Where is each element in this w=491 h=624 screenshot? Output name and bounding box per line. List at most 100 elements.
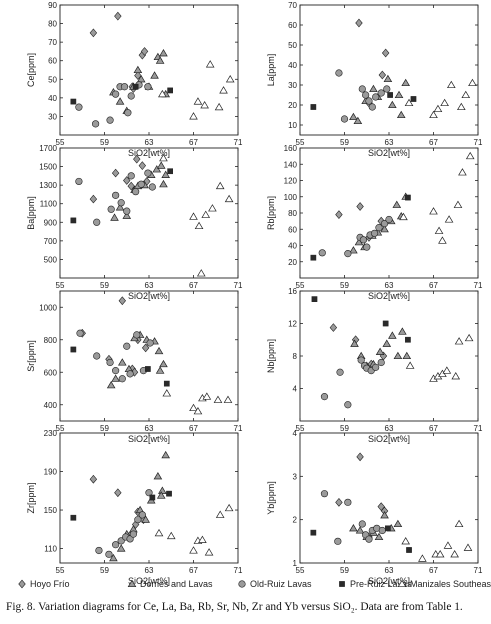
data-point <box>454 337 464 345</box>
x-tick-label: 59 <box>340 281 349 290</box>
y-tick-label: 1700 <box>39 144 57 153</box>
data-point <box>406 547 412 553</box>
data-point <box>105 550 113 558</box>
data-point <box>76 329 84 337</box>
data-point <box>320 490 329 498</box>
series-circle <box>76 329 154 383</box>
data-point <box>166 490 172 497</box>
y-tick-label: 800 <box>44 336 58 345</box>
data-point <box>129 530 138 538</box>
data-point <box>112 191 120 199</box>
x-tick-label: 55 <box>56 281 65 290</box>
data-point <box>116 544 126 552</box>
data-point <box>106 116 114 124</box>
x-tick-label: 71 <box>234 281 243 290</box>
data-point <box>434 226 444 234</box>
y-tick-label: 110 <box>44 545 57 554</box>
data-point <box>340 115 349 123</box>
data-point <box>194 221 204 230</box>
data-point <box>93 218 101 226</box>
data-point <box>370 229 379 237</box>
data-point <box>159 359 168 368</box>
data-point <box>208 204 217 212</box>
x-tick-label: 71 <box>474 281 483 290</box>
data-point <box>140 47 149 56</box>
x-tick-label: 59 <box>100 138 109 147</box>
data-point <box>349 246 358 254</box>
y-tick-label: 16 <box>288 287 297 296</box>
legend-label: Pre-Ruiz Lavas <box>350 579 412 589</box>
data-point <box>381 48 390 58</box>
data-point <box>118 296 126 306</box>
y-tick-label: 90 <box>48 1 57 10</box>
y-tick-label: 4 <box>293 385 298 394</box>
panel-la: 55 59 63 67 71 10 20 30 40 50 60 70 SiO2[wt%] La[ppm] <box>266 1 483 158</box>
y-tick-label: 1300 <box>39 181 57 190</box>
data-point <box>377 358 385 367</box>
data-point <box>154 346 164 355</box>
data-point <box>444 215 454 223</box>
data-point <box>380 224 389 233</box>
series-diamond <box>89 474 148 539</box>
legend-marker <box>238 580 246 588</box>
data-point <box>310 529 317 536</box>
data-point <box>154 528 164 537</box>
data-point <box>344 498 352 506</box>
panel-nb: 55 59 63 67 71 4 8 12 16 SiO2[wt%] Nb[ppm] <box>266 287 483 444</box>
x-tick-label: 67 <box>189 281 198 290</box>
data-point <box>70 98 77 105</box>
panel-ba: 55 59 63 67 71 500 700 900 1100 1300 1500 1700 SiO2[… <box>26 144 243 301</box>
data-point <box>110 213 119 221</box>
x-tick-label: 55 <box>296 566 305 575</box>
x-tick-label: 59 <box>340 566 349 575</box>
data-point <box>123 176 131 185</box>
x-tick-label: 71 <box>474 566 483 575</box>
data-point <box>380 219 389 228</box>
legend-marker <box>339 581 345 587</box>
panel-rb: 55 59 63 67 71 20 40 60 80 100 120 140 160 SiO2[wt%] R… <box>266 144 483 301</box>
legend-item: Domes and Lavas <box>127 579 213 589</box>
data-point <box>223 395 233 403</box>
legend: Hoyo Frío Domes and Lavas Old-Ruiz Lavas Pr… <box>18 579 491 589</box>
data-point <box>214 102 224 111</box>
data-point <box>117 358 127 366</box>
data-point <box>122 211 132 219</box>
x-axis-label: SiO2[wt%] <box>368 576 410 586</box>
data-point <box>435 550 445 558</box>
data-point <box>355 18 363 28</box>
y-tick-label: 1000 <box>39 303 57 312</box>
data-point <box>398 327 407 335</box>
legend-item: Manizales Southeast <box>397 579 491 589</box>
x-tick-label: 59 <box>340 424 349 433</box>
y-tick-label: 12 <box>288 320 297 329</box>
y-tick-label: 40 <box>288 242 297 251</box>
data-point <box>378 526 386 535</box>
data-point <box>399 212 408 221</box>
data-point <box>356 202 364 211</box>
series-circle <box>320 490 386 545</box>
series-open-triangle <box>159 153 234 277</box>
data-point <box>141 343 150 353</box>
y-tick-label: 160 <box>284 144 298 153</box>
data-point <box>215 181 225 190</box>
series-square <box>70 346 170 387</box>
data-point <box>106 358 114 367</box>
y-axis-label: Zr[ppm] <box>26 482 36 513</box>
legend-item: Hoyo Frío <box>18 579 70 589</box>
series-circle <box>75 169 156 226</box>
data-point <box>310 254 317 261</box>
legend-item: Pre-Ruiz Lavas <box>339 579 412 589</box>
data-point <box>89 28 98 38</box>
data-point <box>196 269 206 277</box>
data-point <box>159 153 168 162</box>
x-axis-label: SiO2[wt%] <box>128 576 170 586</box>
y-tick-label: 80 <box>288 209 297 218</box>
data-point <box>109 553 118 562</box>
data-point <box>161 170 170 178</box>
x-axis-label: SiO2[wt%] <box>368 291 410 301</box>
x-tick-label: 63 <box>385 138 394 147</box>
data-point <box>356 452 364 462</box>
data-point <box>95 546 103 555</box>
data-point <box>132 188 140 196</box>
plot-frame <box>299 290 479 422</box>
